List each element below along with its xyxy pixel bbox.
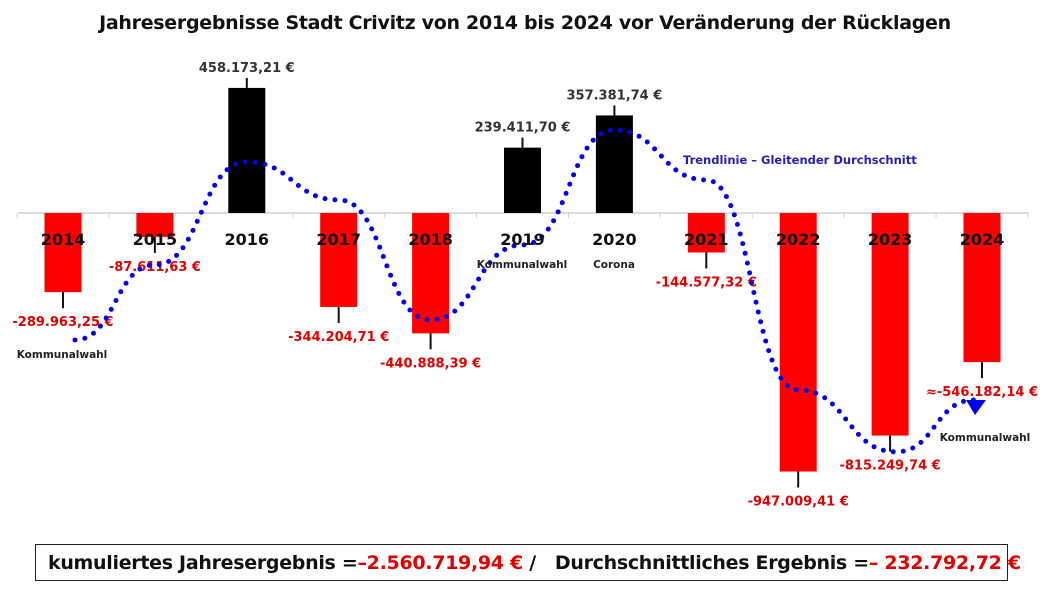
annotation-2024: Kommunalwahl: [940, 432, 1031, 444]
year-label-2018: 2018: [408, 230, 453, 249]
bar-2021: [687, 213, 725, 253]
data-label-2014: -289.963,25 €: [12, 315, 113, 330]
data-label-2017: -344.204,71 €: [288, 330, 389, 345]
average-label: Durchschnittliches Ergebnis =: [554, 551, 869, 574]
annotation-2014: Kommunalwahl: [17, 349, 108, 361]
annotation-2020: Corona: [593, 259, 635, 271]
summary-box: kumuliertes Jahresergebnis = –2.560.719,…: [35, 544, 1021, 581]
data-label-2021: -144.577,32 €: [656, 275, 757, 290]
year-label-2016: 2016: [225, 230, 270, 249]
data-label-2020: 357.381,74 €: [566, 88, 662, 103]
bar-2020: [595, 115, 633, 213]
bar-2018: [412, 213, 450, 334]
bar-2024: [963, 213, 1001, 363]
data-label-2022: -947.009,41 €: [748, 495, 849, 510]
trendline: [72, 127, 977, 455]
chart-title: Jahresergebnisse Stadt Crivitz von 2014 …: [99, 12, 951, 34]
trendline-label: Trendlinie – Gleitender Durchschnitt: [683, 153, 917, 167]
cumulative-label: kumuliertes Jahresergebnis =: [48, 551, 358, 574]
year-label-2017: 2017: [316, 230, 361, 249]
data-label-2015: -87.611,63 €: [109, 260, 201, 275]
average-value: – 232.792,72 €: [868, 551, 1021, 574]
year-label-2019: 2019: [500, 230, 545, 249]
year-label-2024: 2024: [960, 230, 1005, 249]
trend-arrow-icon: [966, 400, 986, 416]
bar-2015: [136, 213, 174, 237]
data-label-2024: ≈-546.182,14 €: [926, 385, 1038, 400]
year-label-2023: 2023: [868, 230, 913, 249]
data-label-2018: -440.888,39 €: [380, 356, 481, 371]
data-label-2019: 239.411,70 €: [475, 121, 571, 136]
year-label-2015: 2015: [133, 230, 178, 249]
bar-chart: -289.963,25 € -87.611,63 € 458.173,21 € -34…: [12, 61, 1038, 510]
year-label-2014: 2014: [41, 230, 86, 249]
summary-separator: /: [522, 551, 555, 574]
data-label-2023: -815.249,74 €: [839, 459, 940, 474]
year-label-2022: 2022: [776, 230, 821, 249]
bar-2023: [871, 213, 909, 436]
bar-2017: [320, 213, 358, 307]
cumulative-value: –2.560.719,94 €: [357, 551, 523, 574]
data-label-2016: 458.173,21 €: [199, 61, 295, 76]
year-label-2020: 2020: [592, 230, 637, 249]
bar-2016: [228, 87, 266, 213]
annotation-2019: Kommunalwahl: [477, 259, 568, 271]
bar-2014: [44, 213, 82, 293]
bar-2022: [779, 213, 817, 472]
bar-2019: [504, 147, 541, 213]
year-label-2021: 2021: [684, 230, 729, 249]
